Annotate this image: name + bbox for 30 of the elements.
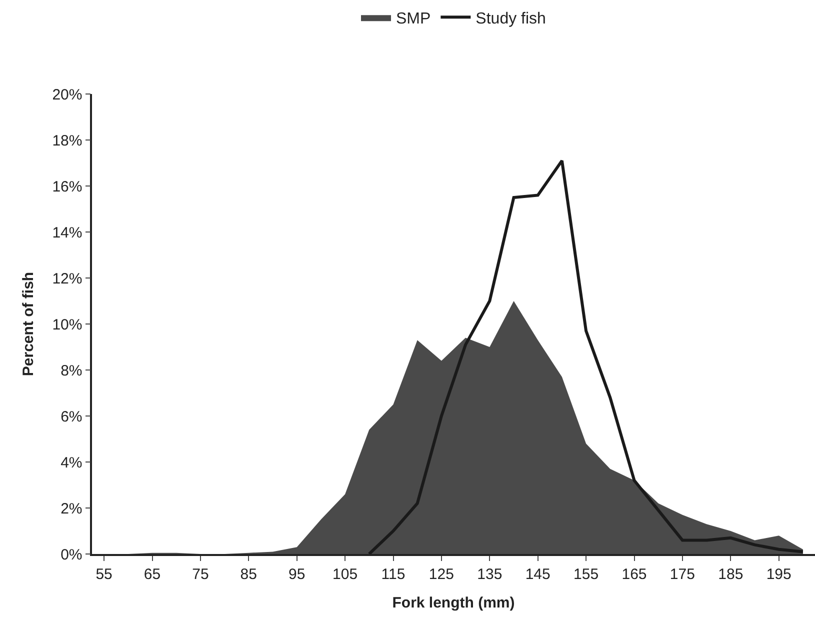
- y-tick-label: 12%: [52, 270, 82, 288]
- x-tick-label: 145: [525, 566, 550, 583]
- y-axis-title: Percent of fish: [20, 272, 37, 376]
- x-tick-label: 75: [192, 566, 209, 583]
- y-tick-label: 14%: [52, 224, 82, 242]
- x-tick-label: 125: [428, 566, 454, 583]
- x-tick-label: 185: [718, 566, 744, 583]
- x-tick-label: 195: [766, 566, 792, 583]
- y-tick-label: 2%: [60, 500, 82, 518]
- x-tick-label: 155: [574, 566, 599, 583]
- y-tick-label: 10%: [52, 316, 82, 334]
- y-tick-label: 6%: [60, 408, 82, 426]
- y-tick-label: 20%: [52, 86, 82, 104]
- x-tick-label: 115: [381, 566, 406, 583]
- x-tick-label: 135: [477, 566, 502, 583]
- x-tick-label: 65: [144, 566, 161, 583]
- y-tick-label: 8%: [60, 362, 82, 380]
- y-tick-label: 0%: [60, 546, 82, 564]
- y-tick-label: 18%: [52, 132, 82, 150]
- x-axis-title: Fork length (mm): [392, 594, 515, 612]
- x-tick-label: 175: [670, 566, 695, 583]
- legend-label: Study fish: [476, 10, 546, 28]
- y-tick-label: 4%: [60, 454, 82, 472]
- y-tick-label: 16%: [52, 178, 82, 196]
- x-tick-label: 95: [288, 566, 306, 583]
- x-tick-label: 165: [622, 566, 647, 583]
- legend-label: SMP: [396, 10, 431, 28]
- x-tick-label: 85: [240, 566, 257, 583]
- x-tick-label: 105: [332, 566, 358, 583]
- x-tick-label: 55: [96, 566, 112, 583]
